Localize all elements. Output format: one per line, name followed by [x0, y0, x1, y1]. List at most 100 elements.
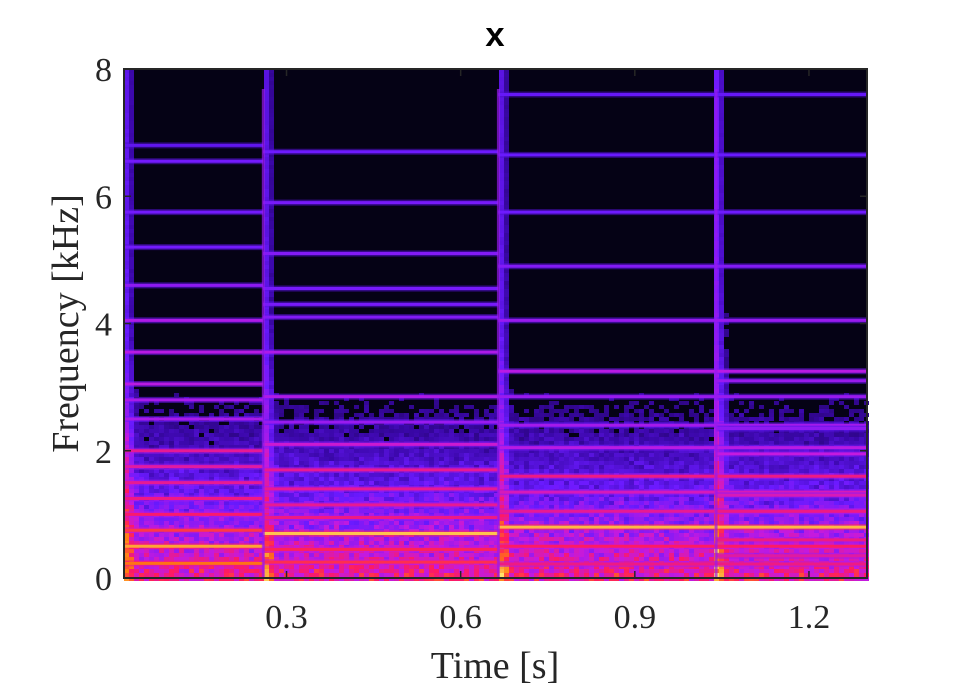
spectrogram-cell [739, 469, 744, 473]
spectrogram-cell [269, 337, 274, 341]
spectrogram-cell [704, 453, 709, 457]
spectrogram-cell [524, 409, 529, 413]
spectrogram-cell [504, 305, 509, 309]
spectrogram-cell [814, 441, 819, 445]
spectrogram-cell [224, 489, 229, 493]
spectrogram-cell [734, 465, 739, 469]
spectrogram-cell [454, 477, 459, 481]
spectrogram-cell [504, 469, 509, 473]
spectrogram-cell [589, 441, 594, 445]
spectrogram-cell [504, 225, 509, 229]
spectrogram-cell [544, 505, 549, 509]
spectrogram-cell [499, 269, 504, 273]
spectrogram-cell [509, 433, 514, 437]
spectrogram-cell [299, 521, 304, 525]
spectrogram-cell [499, 413, 504, 417]
spectrogram-cell [719, 73, 724, 77]
spectrogram-cell [409, 433, 414, 437]
spectrogram-cell [124, 409, 129, 413]
spectrogram-cell [339, 521, 344, 525]
spectrogram-cell [344, 453, 349, 457]
spectrogram-cell [634, 441, 639, 445]
spectrogram-cell [559, 453, 564, 457]
spectrogram-cell [789, 465, 794, 469]
spectrogram-cell [164, 505, 169, 509]
spectrogram-cell [269, 173, 274, 177]
spectrogram-cell [464, 437, 469, 441]
spectrogram-cell [549, 429, 554, 433]
spectrogram-cell [839, 501, 844, 505]
spectrogram-cell [719, 365, 724, 369]
spectrogram-cell [639, 409, 644, 413]
spectrogram-cell [719, 141, 724, 145]
spectrogram-cell [454, 481, 459, 485]
spectrogram-cell [499, 465, 504, 469]
spectrogram-cell [264, 341, 269, 345]
spectrogram-cell [669, 437, 674, 441]
spectrogram-cell [274, 429, 279, 433]
spectrogram-cell [384, 509, 389, 513]
spectrogram-cell [194, 453, 199, 457]
spectrogram-cell [524, 469, 529, 473]
spectrogram-cell [269, 453, 274, 457]
spectrogram-cell [584, 517, 589, 521]
spectrogram-cell [349, 481, 354, 485]
spectrogram-cell [124, 473, 129, 477]
spectrogram-cell [734, 501, 739, 505]
spectrogram-cell [324, 425, 329, 429]
spectrogram-cell [389, 493, 394, 497]
spectrogram-cell [539, 461, 544, 465]
spectrogram-cell [839, 469, 844, 473]
spectrogram-cell [784, 433, 789, 437]
spectrogram-cell [139, 517, 144, 521]
spectrogram-cell [129, 365, 134, 369]
spectrogram-cell [184, 477, 189, 481]
spectrogram-cell [569, 457, 574, 461]
spectrogram-cell [819, 417, 824, 421]
spectrogram-cell [124, 313, 129, 317]
spectrogram-cell [764, 481, 769, 485]
spectrogram-cell [144, 457, 149, 461]
spectrogram-cell [819, 457, 824, 461]
spectrogram-cell [154, 429, 159, 433]
spectrogram-cell [609, 497, 614, 501]
spectrogram-cell [819, 485, 824, 489]
spectrogram-cell [424, 521, 429, 525]
spectrogram-cell [384, 417, 389, 421]
spectrogram-cell [124, 137, 129, 141]
spectrogram-cell [854, 485, 859, 489]
spectrogram-cell [574, 513, 579, 517]
spectrogram-cell [564, 465, 569, 469]
spectrogram-cell [509, 429, 514, 433]
spectrogram-cell [264, 409, 269, 413]
spectrogram-cell [654, 505, 659, 509]
spectrogram-cell [264, 125, 269, 129]
spectrogram-cell [754, 441, 759, 445]
spectrogram-cell [774, 457, 779, 461]
spectrogram-cell [714, 81, 719, 85]
spectrogram-cell [569, 453, 574, 457]
spectrogram-cell [219, 485, 224, 489]
spectrogram-cell [639, 517, 644, 521]
spectrogram-cell [494, 493, 499, 497]
spectrogram-cell [764, 505, 769, 509]
spectrogram-cell [264, 177, 269, 181]
spectrogram-cell [129, 389, 134, 393]
spectrogram-cell [269, 329, 274, 333]
spectrogram-cell [229, 441, 234, 445]
spectrogram-cell [724, 385, 729, 389]
spectrogram-cell [269, 221, 274, 225]
spectrogram-cell [784, 485, 789, 489]
spectrogram-cell [124, 117, 129, 121]
spectrogram-cell [599, 505, 604, 509]
spectrogram-cell [719, 337, 724, 341]
spectrogram-cell [659, 501, 664, 505]
spectrogram-cell [274, 477, 279, 481]
spectrogram-cell [269, 197, 274, 201]
spectrogram-cell [664, 417, 669, 421]
spectrogram-cell [354, 493, 359, 497]
spectrogram-cell [194, 517, 199, 521]
spectrogram-cell [574, 453, 579, 457]
spectrogram-cell [484, 481, 489, 485]
spectrogram-cell [274, 405, 279, 409]
